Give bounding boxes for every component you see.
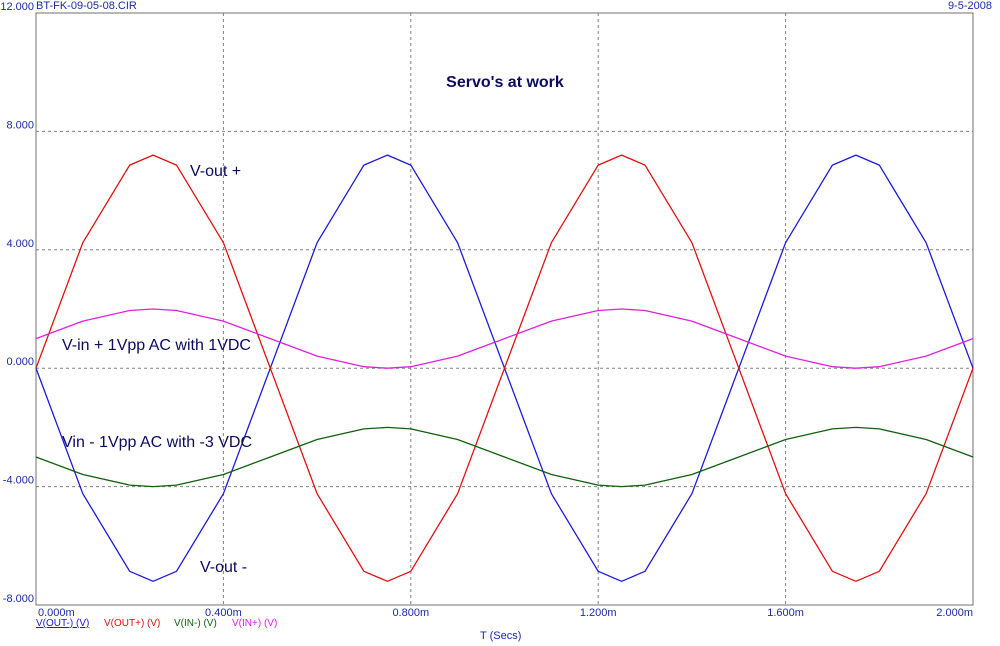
grid bbox=[36, 13, 973, 605]
series-line-v-in+-v bbox=[35, 308, 974, 369]
series-line-v-out+-v bbox=[35, 154, 974, 582]
annotation-v-in-plus: V-in + 1Vpp AC with 1VDC bbox=[62, 337, 251, 354]
y-tick-label: -4.000 bbox=[3, 475, 34, 487]
x-tick-label: 1.200m bbox=[580, 607, 617, 619]
series-line-v-in--v bbox=[35, 426, 974, 488]
annotation-v-out-minus: V-out - bbox=[200, 559, 247, 576]
x-tick-label: 2.000m bbox=[936, 607, 973, 619]
legend-item-v-in-minus[interactable]: V(IN-) (V) bbox=[174, 618, 217, 629]
file-name: BT-FK-09-05-08.CIR bbox=[36, 0, 137, 12]
legend-item-v-out-plus[interactable]: V(OUT+) (V) bbox=[104, 618, 161, 629]
legend-item-v-in-plus[interactable]: V(IN+) (V) bbox=[232, 618, 278, 629]
y-tick-label: -8.000 bbox=[3, 593, 34, 605]
x-tick-label: 0.800m bbox=[392, 607, 429, 619]
y-tick-label: 4.000 bbox=[6, 238, 34, 250]
x-tick-labels: 0.000m 0.400m 0.800m 1.200m 1.600m 2.000m bbox=[38, 607, 973, 619]
annotation-v-out-plus: V-out + bbox=[190, 163, 241, 180]
x-tick-label: 0.000m bbox=[38, 607, 75, 619]
x-tick-label: 0.400m bbox=[205, 607, 242, 619]
chart-title: Servo's at work bbox=[446, 74, 564, 91]
y-tick-labels: -8.000 -4.000 0.000 4.000 8.000 12.000 bbox=[0, 1, 34, 605]
date-stamp: 9-5-2008 bbox=[947, 0, 992, 12]
y-tick-label: 0.000 bbox=[6, 356, 34, 368]
x-axis-title: T (Secs) bbox=[480, 630, 522, 642]
series-lines bbox=[35, 154, 974, 582]
y-tick-label: 12.000 bbox=[0, 1, 34, 13]
annotation-v-in-minus: Vin - 1Vpp AC with -3 VDC bbox=[62, 434, 252, 451]
x-tick-label: 1.600m bbox=[767, 607, 804, 619]
y-tick-label: 8.000 bbox=[6, 119, 34, 131]
legend-item-v-out-minus[interactable]: V(OUT-) (V) bbox=[36, 618, 90, 629]
plot-frame bbox=[35, 12, 974, 606]
